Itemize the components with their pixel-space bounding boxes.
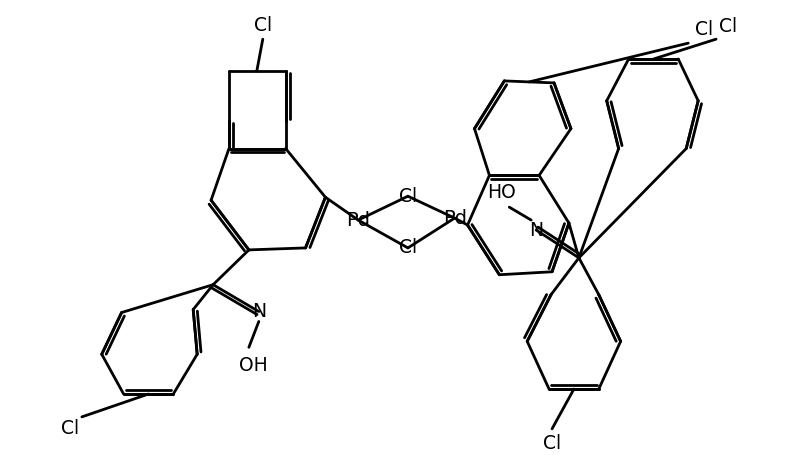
Text: Pd: Pd: [443, 209, 467, 227]
Text: Cl: Cl: [254, 16, 272, 35]
Text: Cl: Cl: [399, 239, 417, 258]
Text: OH: OH: [240, 356, 268, 375]
Text: N: N: [529, 220, 543, 239]
Text: Cl: Cl: [719, 17, 737, 36]
Text: HO: HO: [487, 183, 516, 202]
Text: Cl: Cl: [695, 20, 713, 39]
Text: Cl: Cl: [399, 187, 417, 206]
Text: Cl: Cl: [61, 419, 79, 438]
Text: Cl: Cl: [543, 434, 561, 453]
Text: Pd: Pd: [346, 211, 370, 230]
Text: N: N: [252, 302, 266, 321]
